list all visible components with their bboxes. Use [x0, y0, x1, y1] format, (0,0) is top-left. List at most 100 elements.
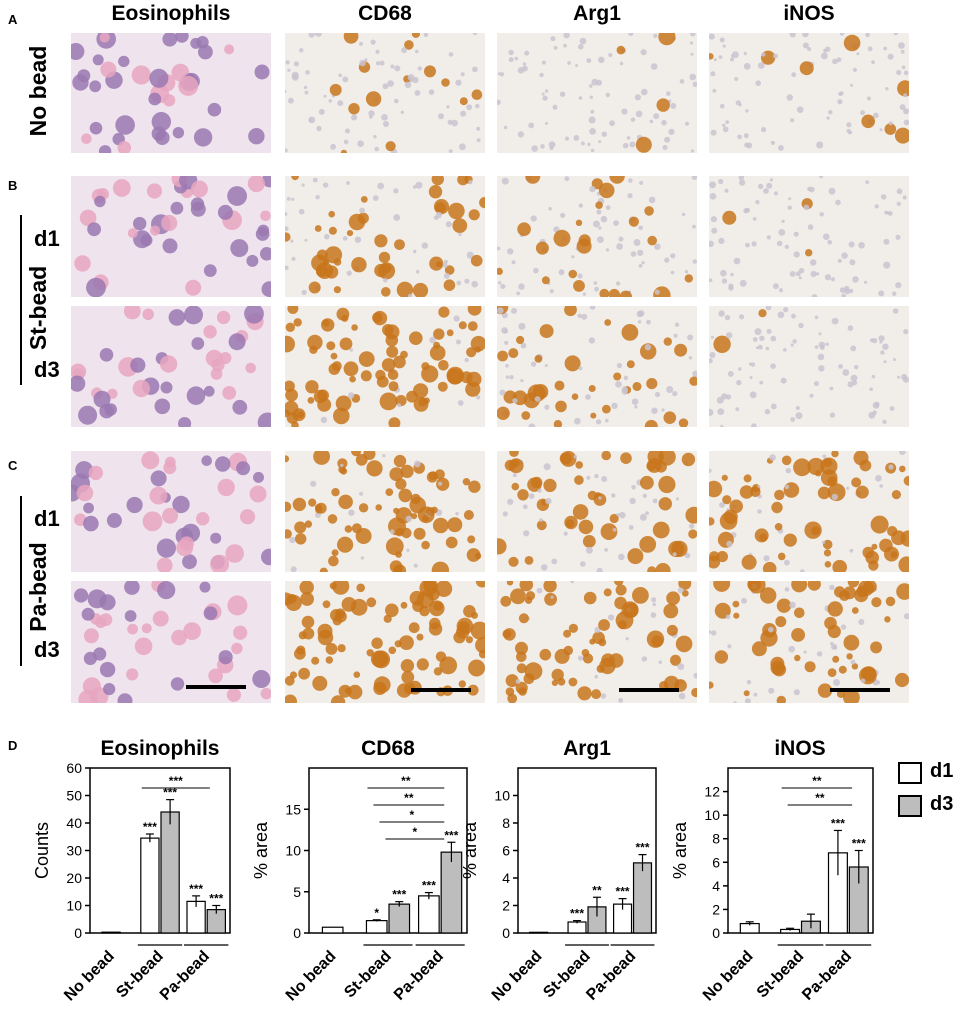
chart-1-ylabel: % area: [251, 821, 271, 879]
chart-0-comparison-label-0: ***: [169, 774, 183, 788]
chart-1-ytick-label-3: 15: [285, 801, 301, 817]
micrograph-eosinophils-st-bead-d3: [71, 306, 271, 427]
panel-letter-d: D: [8, 738, 18, 753]
chart-1-bar-d1-2: [418, 895, 440, 934]
row-label-pa-d1: d1: [34, 506, 60, 531]
chart-0-ytick-label-5: 50: [66, 788, 82, 804]
chart-1-bar-d3-2: [440, 851, 463, 934]
chart-0-ytick-label-3: 30: [66, 843, 82, 859]
chart-1-bar-d1-0: [321, 926, 344, 934]
micrograph-eosinophils-pa-bead-d1: [71, 451, 271, 572]
row-label-pa-bead: Pa-bead: [25, 542, 51, 632]
micrograph-cd68-st-bead-d1: [285, 176, 485, 297]
legend-label-d3: d3: [930, 793, 954, 815]
chart-1-stars-d1-2: ***: [422, 879, 436, 893]
chart-1-title: CD68: [361, 737, 415, 760]
chart-2-bar-d3-2: [632, 862, 653, 934]
chart-3-ytick-label-4: 8: [712, 831, 720, 847]
chart-0-stars-d1-1: ***: [143, 820, 157, 834]
row-label-pa-d3: d3: [34, 637, 60, 662]
micrograph-arg1-st-bead-d3: [497, 306, 697, 427]
micrograph-cd68-no-bead: [285, 33, 485, 153]
micrograph-arg1-no-bead: [497, 33, 697, 153]
micrograph-inos-no-bead: [709, 33, 909, 153]
scale-bar-arg1: [619, 688, 679, 692]
chart-1-comparison-label-2: *: [410, 808, 415, 822]
micrograph-eosinophils-st-bead-d1: [71, 176, 271, 297]
chart-0-xtick-label-0: No bead: [61, 948, 118, 1005]
legend-swatch-d3: [898, 795, 922, 817]
column-title-arg1: Arg1: [573, 2, 621, 25]
chart-2-ytick-label-1: 2: [502, 898, 510, 914]
chart-0-stars-d3-2: ***: [209, 892, 223, 906]
chart-0-stars-d1-2: ***: [189, 882, 203, 896]
scale-bar-cd68: [411, 688, 471, 692]
chart-2-xtick-label-0: No bead: [489, 948, 546, 1005]
micrograph-inos-st-bead-d3: [709, 306, 909, 427]
micrograph-inos-pa-bead-d3: [709, 581, 909, 703]
micrograph-cd68-pa-bead-d3: [285, 581, 485, 703]
chart-0-ytick-label-6: 60: [66, 760, 82, 776]
chart-0-ytick-label-4: 40: [66, 815, 82, 831]
chart-2-ytick-label-5: 10: [494, 788, 510, 804]
chart-3-ytick-label-0: 0: [712, 925, 720, 941]
chart-2-stars-d3-1: **: [592, 883, 602, 897]
chart-1-comparison-label-0: **: [401, 774, 411, 788]
chart-3-stars-d1-2: ***: [831, 816, 845, 830]
panel-letter-c: C: [8, 458, 18, 473]
chart-1-xtick-label-0: No bead: [283, 948, 340, 1005]
chart-3-ytick-label-1: 2: [712, 901, 720, 917]
micrograph-inos-pa-bead-d1: [709, 451, 909, 572]
chart-3-ytick-label-2: 4: [712, 878, 720, 894]
chart-0-ytick-label-1: 10: [66, 898, 82, 914]
chart-0-bar-d1-0: [101, 931, 121, 934]
micrograph-arg1-pa-bead-d3: [497, 581, 697, 703]
micrograph-arg1-st-bead-d1: [497, 176, 697, 297]
chart-1-ytick-label-0: 0: [293, 925, 301, 941]
scale-bar-inos: [830, 688, 890, 692]
chart-3-ytick-label-5: 10: [704, 807, 720, 823]
legend-swatch-d1: [898, 762, 922, 784]
chart-3-stars-d3-2: ***: [852, 837, 866, 851]
chart-1-ytick-label-2: 10: [285, 843, 301, 859]
chart-0-stars-d3-1: ***: [163, 786, 177, 800]
chart-1-bar-d3-1: [388, 903, 411, 934]
chart-3-xtick-label-2: Pa-bead: [799, 948, 855, 1004]
chart-2-stars-d1-1: ***: [570, 907, 584, 921]
panel-letter-b: B: [8, 178, 18, 193]
chart-1-xtick-label-1: St-bead: [341, 948, 395, 1002]
chart-2-ytick-label-2: 4: [502, 870, 510, 886]
micrograph-cd68-st-bead-d3: [285, 306, 485, 427]
chart-3-title: iNOS: [774, 737, 825, 760]
row-label-st-d3: d3: [34, 357, 60, 382]
chart-1-xtick-label-2: Pa-bead: [391, 948, 447, 1004]
chart-0-bar-d1-1: [140, 837, 160, 934]
chart-0-ylabel: Counts: [32, 822, 52, 879]
chart-1-comparison-label-1: **: [404, 791, 414, 805]
chart-0-bar-d3-1: [160, 811, 180, 934]
chart-3-xtick-label-0: No bead: [700, 948, 757, 1005]
chart-2-stars-d3-2: ***: [636, 841, 650, 855]
micrograph-inos-st-bead-d1: [709, 176, 909, 297]
chart-2-ytick-label-4: 8: [502, 815, 510, 831]
chart-1-ytick-label-1: 5: [293, 884, 301, 900]
chart-0-xtick-label-2: Pa-bead: [157, 948, 213, 1004]
panel-letter-a: A: [8, 12, 18, 27]
legend-label-d1: d1: [930, 760, 954, 782]
row-label-st-bead: St-bead: [25, 265, 51, 351]
column-title-cd68: CD68: [358, 2, 412, 25]
chart-2-title: Arg1: [563, 737, 611, 760]
chart-3-ytick-label-3: 6: [712, 854, 720, 870]
chart-3-comparison-label-1: **: [815, 791, 825, 805]
chart-2-bar-d1-0: [529, 931, 549, 934]
pa-bead-bracket: [20, 496, 22, 666]
chart-0-ytick-label-0: 0: [74, 925, 82, 941]
chart-2-stars-d1-2: ***: [616, 885, 630, 899]
micrograph-cd68-pa-bead-d1: [285, 451, 485, 572]
chart-2-bar-d1-1: [567, 921, 587, 934]
chart-3-ylabel: % area: [670, 821, 690, 879]
scale-bar-eosinophils: [186, 685, 246, 689]
chart-1-comparison-label-3: *: [413, 825, 418, 839]
st-bead-bracket: [20, 215, 22, 385]
